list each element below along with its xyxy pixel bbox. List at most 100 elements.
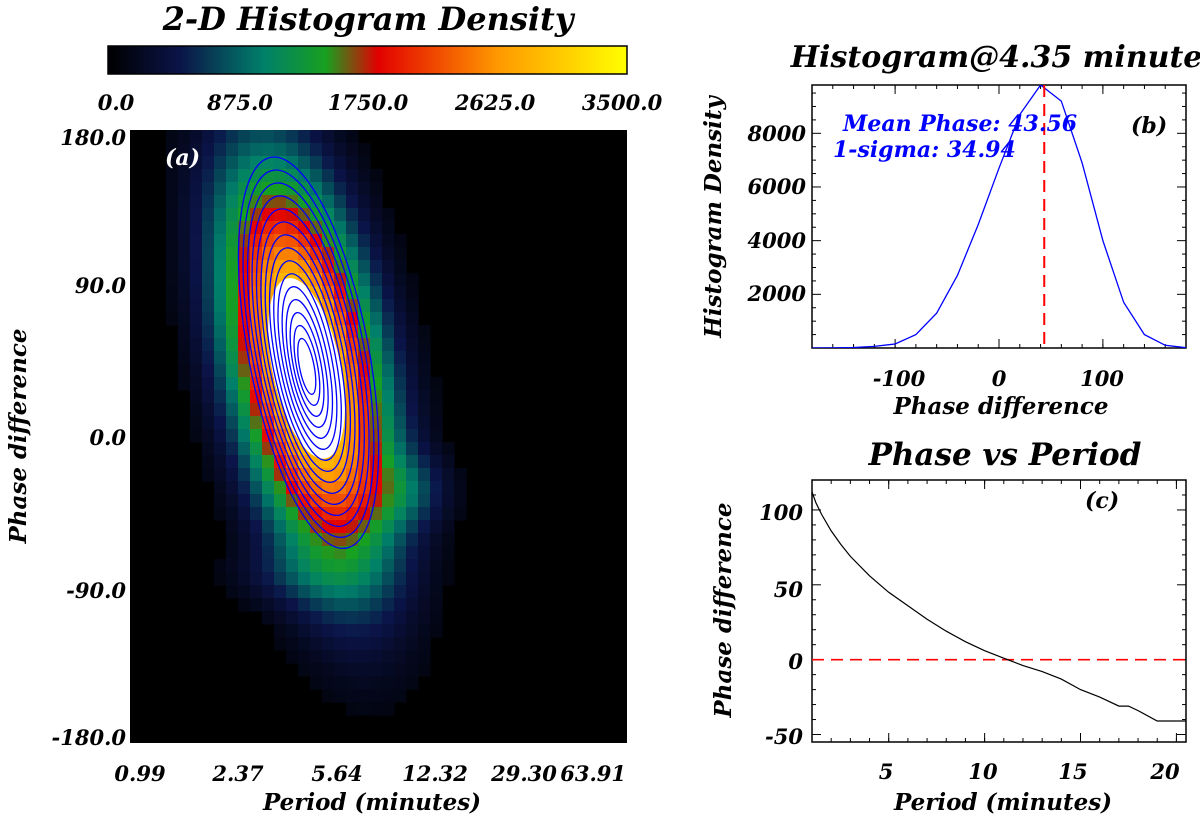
heatmap-cell <box>190 273 203 287</box>
heatmap-cell <box>346 390 359 404</box>
heatmap-cell <box>406 585 419 599</box>
heatmap-cell <box>166 169 179 183</box>
heatmap-cell <box>382 689 395 703</box>
heatmap-cell <box>190 260 203 274</box>
heatmap-cell <box>166 234 179 248</box>
heatmap-cell <box>238 182 251 196</box>
x-tick-label: 15 <box>1058 759 1087 784</box>
heatmap-cell <box>394 403 407 417</box>
heatmap-cell <box>346 689 359 703</box>
heatmap-cell <box>346 585 359 599</box>
heatmap-cell <box>274 637 287 651</box>
heatmap-cell <box>358 559 371 573</box>
heatmap-cell <box>334 494 347 508</box>
heatmap-cell <box>418 611 431 625</box>
heatmap-cell <box>178 364 191 378</box>
heatmap-cell <box>358 520 371 534</box>
heatmap-cell <box>298 546 311 560</box>
heatmap-cell <box>286 195 299 209</box>
y-tick-label: -50 <box>765 724 803 749</box>
heatmap-cell <box>454 481 467 495</box>
heatmap-cell <box>406 390 419 404</box>
contour-line <box>293 324 321 406</box>
heatmap-cell <box>166 260 179 274</box>
heatmap-cell <box>334 182 347 196</box>
heatmap-cell <box>178 377 191 391</box>
heatmap-cell <box>382 221 395 235</box>
heatmap-cell <box>346 598 359 612</box>
heatmap-cell <box>274 507 287 521</box>
contour-line <box>289 311 325 417</box>
contour-line <box>277 273 338 450</box>
heatmap-cell <box>358 247 371 261</box>
panel-c-title: Phase vs Period <box>868 437 1142 473</box>
heatmap-cell <box>214 130 227 144</box>
heatmap-cell <box>238 468 251 482</box>
heatmap-cell <box>322 611 335 625</box>
heatmap-cell <box>298 221 311 235</box>
heatmap-cell <box>178 273 191 287</box>
heatmap-cell <box>358 611 371 625</box>
heatmap-cell <box>166 143 179 157</box>
heatmap-cell <box>214 143 227 157</box>
heatmap-cell <box>382 585 395 599</box>
heatmap-cell <box>226 364 239 378</box>
heatmap-cell <box>418 364 431 378</box>
heatmap-cell <box>382 208 395 222</box>
heatmap-cell <box>238 195 251 209</box>
heatmap-cell <box>382 364 395 378</box>
panel-b-ticks <box>811 85 1187 348</box>
panel-b-x-axis-label: Phase difference <box>892 393 1108 420</box>
heatmap-cell <box>430 377 443 391</box>
heatmap-cell <box>310 156 323 170</box>
heatmap-cell <box>226 286 239 300</box>
heatmap-cell <box>418 429 431 443</box>
heatmap-cell <box>358 455 371 469</box>
heatmap-cell <box>394 559 407 573</box>
heatmap-cell <box>418 403 431 417</box>
heatmap-cell <box>430 546 443 560</box>
panel-c-plot-area <box>811 479 1187 743</box>
heatmap-cell <box>430 520 443 534</box>
heatmap-cell <box>358 624 371 638</box>
heatmap-cell <box>262 143 275 157</box>
panel-a-title: 2-D Histogram Density <box>162 0 576 38</box>
heatmap-cell <box>382 351 395 365</box>
heatmap-cell <box>370 455 383 469</box>
heatmap-cell <box>382 572 395 586</box>
heatmap-cell <box>382 611 395 625</box>
heatmap-cell <box>442 455 455 469</box>
heatmap-cell <box>226 208 239 222</box>
heatmap-cell <box>238 494 251 508</box>
heatmap-cell <box>322 156 335 170</box>
heatmap-cell <box>166 182 179 196</box>
heatmap-cell <box>394 689 407 703</box>
heatmap-cell <box>346 169 359 183</box>
heatmap-cell <box>226 533 239 547</box>
heatmap-cell <box>370 559 383 573</box>
heatmap-cell <box>358 689 371 703</box>
heatmap-cell <box>394 533 407 547</box>
heatmap-cell <box>298 650 311 664</box>
heatmap-cell <box>370 546 383 560</box>
heatmap-cell <box>190 143 203 157</box>
heatmap-cell <box>286 234 299 248</box>
heatmap-cell <box>346 364 359 378</box>
heatmap-cell <box>370 702 383 716</box>
heatmap-cell <box>358 195 371 209</box>
heatmap-cell <box>358 546 371 560</box>
heatmap-cell <box>394 468 407 482</box>
heatmap-cell <box>274 195 287 209</box>
heatmap-cell <box>298 637 311 651</box>
heatmap-cell <box>214 182 227 196</box>
heatmap-cell <box>358 260 371 274</box>
heatmap-cell <box>322 572 335 586</box>
heatmap-cell <box>370 169 383 183</box>
contour-line <box>246 182 370 528</box>
heatmap-cell <box>214 273 227 287</box>
heatmap-cell <box>334 156 347 170</box>
heatmap-cell <box>262 546 275 560</box>
heatmap-cell <box>394 247 407 261</box>
heatmap-cell <box>214 429 227 443</box>
heatmap-cell <box>298 208 311 222</box>
